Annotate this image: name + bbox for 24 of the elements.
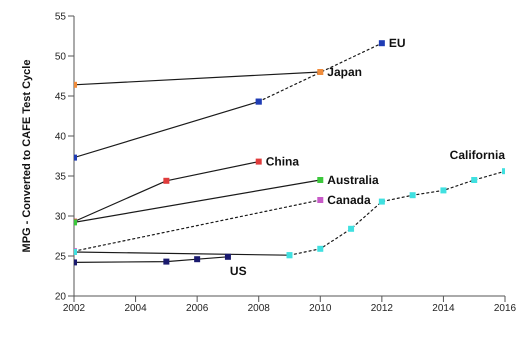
x-tick-label: 2012 <box>370 303 394 314</box>
x-tick-label: 2008 <box>248 303 270 314</box>
x-tick-label: 2006 <box>186 303 209 314</box>
y-tick-label: 40 <box>54 132 66 143</box>
y-tick-label: 20 <box>54 292 66 303</box>
series-label: California <box>450 148 506 162</box>
y-tick-label: 50 <box>54 52 66 63</box>
series-label: Australia <box>327 173 379 187</box>
y-tick-label: 35 <box>54 172 66 183</box>
series-label: EU <box>388 36 406 50</box>
series-label: Canada <box>327 193 371 207</box>
series-label: US <box>230 264 247 278</box>
x-tick-label: 2002 <box>62 303 86 314</box>
x-tick-label: 2014 <box>432 303 455 314</box>
series-label: Japan <box>327 65 362 79</box>
y-tick-label: 25 <box>54 252 66 263</box>
series-label: China <box>266 154 300 169</box>
y-tick-label: 55 <box>54 12 66 23</box>
x-tick-label: 2016 <box>494 303 517 314</box>
y-tick-label: 45 <box>54 92 66 103</box>
x-tick-label: 2010 <box>309 303 332 314</box>
x-tick-label: 2004 <box>124 303 148 314</box>
y-tick-label: 30 <box>54 212 66 223</box>
y-axis-title: MPG - Converted to CAFE Test Cycle <box>20 60 33 252</box>
